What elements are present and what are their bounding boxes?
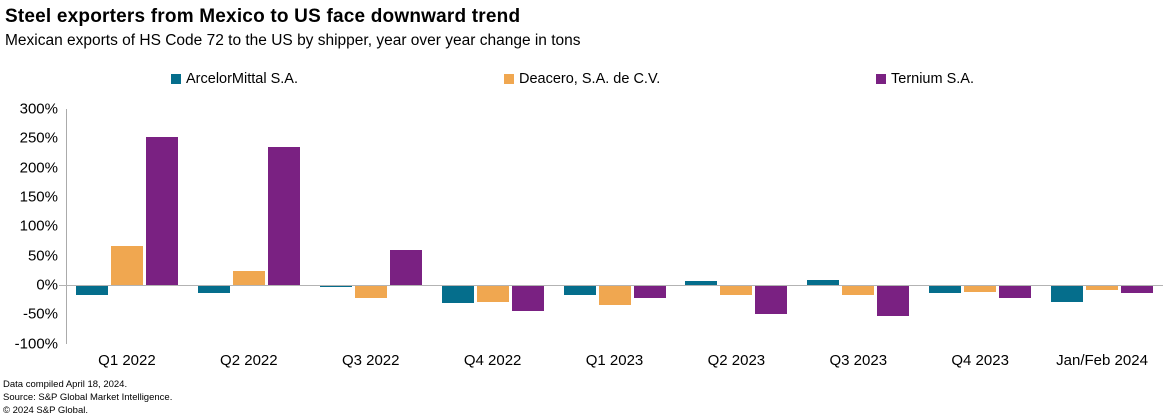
- y-tick-label: 200%: [19, 159, 58, 177]
- x-axis-label: Q3 2023: [829, 352, 888, 369]
- bar-deacero-q3-2023: [842, 285, 875, 295]
- bar-deacero-q2-2023: [720, 285, 753, 296]
- bar-arcelormittal-q1-2022: [75, 285, 108, 295]
- bar-ternium-q2-2023: [755, 285, 788, 314]
- bar-deacero-q1-2023: [598, 285, 631, 305]
- footer: Data compiled April 18, 2024. Source: S&…: [3, 378, 172, 417]
- footer-source: Source: S&P Global Market Intelligence.: [3, 392, 173, 403]
- legend: ArcelorMittal S.A. Deacero, S.A. de C.V.…: [0, 71, 1165, 89]
- legend-swatch-ternium: [876, 74, 886, 84]
- bar-arcelormittal-q4-2022: [441, 285, 474, 304]
- legend-label: Deacero, S.A. de C.V.: [519, 71, 661, 87]
- bar-ternium-q3-2022: [389, 249, 422, 285]
- bar-ternium-q2-2022: [267, 146, 300, 285]
- y-tick-label: -100%: [14, 335, 58, 352]
- bar-arcelormittal-q2-2022: [197, 285, 230, 293]
- bar-arcelormittal-q1-2023: [563, 285, 596, 295]
- bar-deacero-jan-feb-2024: [1086, 285, 1119, 290]
- legend-label: Ternium S.A.: [891, 71, 974, 87]
- x-axis-label: Q2 2022: [220, 352, 278, 369]
- bar-ternium-q1-2023: [633, 285, 666, 299]
- y-tick-label: 50%: [27, 247, 58, 265]
- chart-title: Steel exporters from Mexico to US face d…: [5, 6, 521, 27]
- x-axis-label: Jan/Feb 2024: [1056, 352, 1148, 369]
- bar-ternium-q3-2023: [877, 285, 910, 316]
- footer-copyright: © 2024 S&P Global.: [3, 405, 88, 416]
- y-tick-label: 250%: [19, 129, 58, 147]
- legend-item-arcelormittal: ArcelorMittal S.A.: [171, 71, 298, 87]
- footer-compiled-date: Data compiled April 18, 2024.: [3, 379, 128, 390]
- x-axis-label: Q1 2023: [585, 352, 644, 369]
- x-axis-label: Q4 2023: [951, 352, 1009, 369]
- x-axis-label: Q4 2022: [463, 352, 522, 369]
- bar-arcelormittal-jan-feb-2024: [1051, 285, 1084, 302]
- bar-arcelormittal-q4-2023: [929, 285, 962, 293]
- bar-deacero-q1-2022: [110, 246, 143, 285]
- zero-gridline: [59, 284, 1163, 286]
- bar-ternium-q4-2022: [511, 285, 544, 312]
- legend-item-ternium: Ternium S.A.: [876, 71, 974, 87]
- legend-swatch-arcelormittal: [171, 74, 181, 84]
- y-tick-label: 0%: [36, 276, 58, 294]
- y-tick-label: 300%: [19, 100, 58, 118]
- x-axis-label: Q1 2022: [98, 352, 156, 369]
- bar-deacero-q2-2022: [232, 271, 265, 285]
- y-tick-label: -50%: [22, 305, 58, 323]
- bar-arcelormittal-q3-2023: [807, 280, 840, 285]
- y-tick-label: 150%: [19, 188, 58, 206]
- x-axis-label: Q2 2023: [707, 352, 766, 369]
- y-axis-line: [66, 109, 67, 344]
- bar-ternium-q1-2022: [145, 137, 178, 285]
- legend-swatch-deacero: [504, 74, 514, 84]
- bar-deacero-q4-2023: [964, 285, 997, 293]
- legend-label: ArcelorMittal S.A.: [186, 71, 298, 87]
- bar-arcelormittal-q2-2023: [685, 280, 718, 285]
- bar-deacero-q4-2022: [476, 285, 509, 302]
- chart-subtitle: Mexican exports of HS Code 72 to the US …: [5, 32, 581, 49]
- legend-item-deacero: Deacero, S.A. de C.V.: [504, 71, 660, 87]
- bar-ternium-jan-feb-2024: [1121, 285, 1154, 293]
- bar-arcelormittal-q3-2022: [319, 285, 352, 288]
- x-axis-label: Q3 2022: [341, 352, 400, 369]
- y-tick-label: 100%: [19, 217, 58, 235]
- bar-deacero-q3-2022: [354, 285, 387, 299]
- bar-ternium-q4-2023: [999, 285, 1032, 299]
